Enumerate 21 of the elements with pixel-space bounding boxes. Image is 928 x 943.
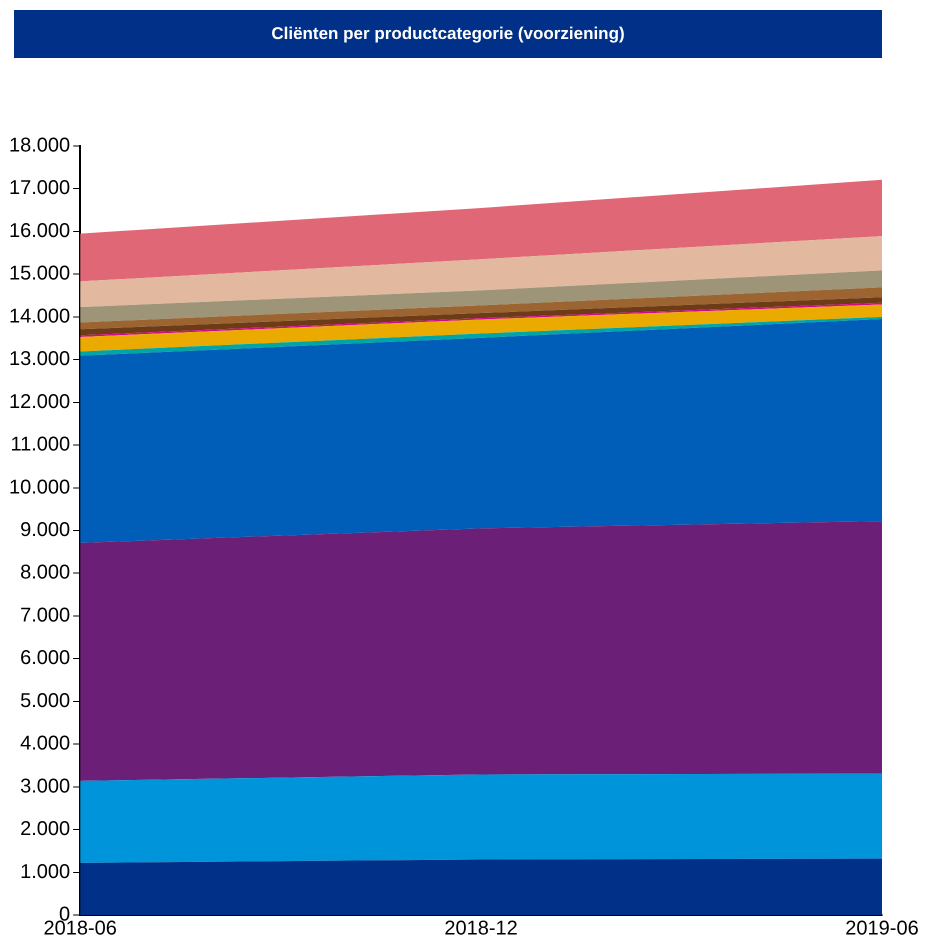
y-tick-label: 13.000: [9, 348, 70, 370]
y-tick-label: 4.000: [20, 732, 70, 755]
y-tick-label: 2.000: [20, 818, 70, 840]
y-tick-label: 14.000: [9, 305, 70, 328]
y-tick-label: 6.000: [20, 647, 70, 670]
y-tick-label: 12.000: [9, 390, 70, 413]
y-tick-label: 17.000: [9, 177, 70, 200]
y-tick-label: 8.000: [20, 562, 70, 584]
y-tick-label: 18.000: [9, 134, 70, 157]
x-tick-label: 2019-06: [845, 918, 919, 940]
y-tick-label: 7.000: [20, 604, 70, 626]
y-tick-label: 11.000: [10, 434, 70, 456]
chart-title: Cliënten per productcategorie (voorziening): [14, 10, 882, 58]
y-tick-label: 5.000: [20, 690, 70, 712]
y-tick-label: 1.000: [20, 860, 70, 883]
y-tick-label: 9.000: [20, 519, 70, 542]
y-tick-label: 15.000: [9, 262, 70, 285]
y-tick-label: 3.000: [20, 775, 70, 798]
y-tick-label: 10.000: [9, 476, 70, 498]
y-tick-label: 16.000: [9, 220, 70, 242]
x-tick-label: 2018-12: [444, 918, 518, 940]
